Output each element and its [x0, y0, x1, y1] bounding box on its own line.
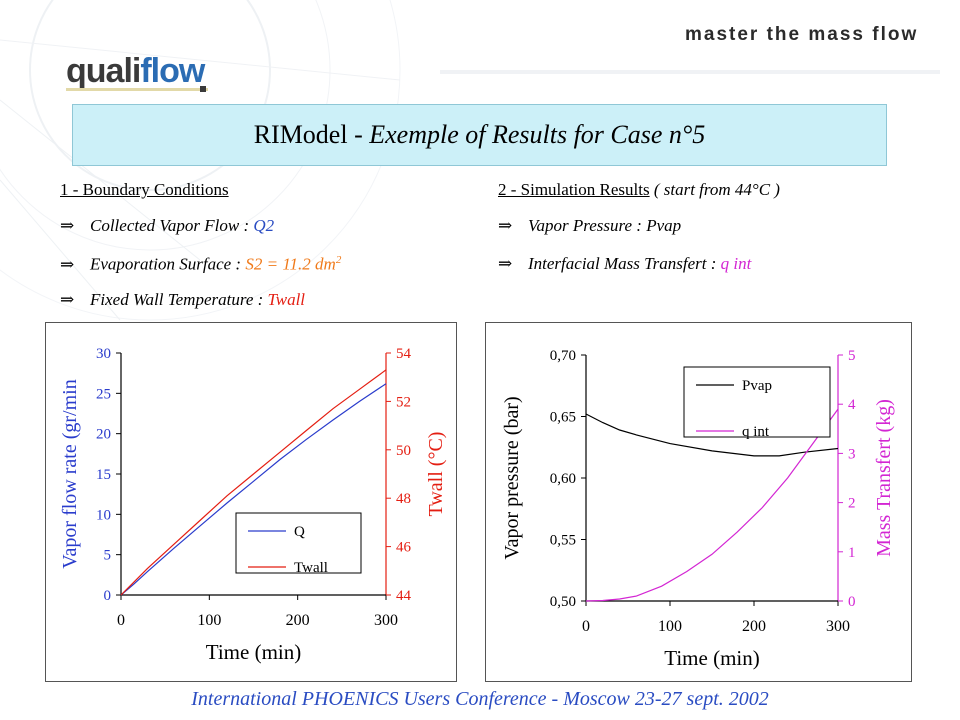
legend-box	[683, 366, 831, 438]
y-axis-label-right: Mass Transfert (kg)	[873, 399, 895, 557]
y-tick-label-right: 44	[396, 588, 412, 604]
x-axis-label: Time (min)	[664, 646, 759, 670]
y-tick-label-left: 0,55	[550, 533, 576, 549]
y-tick-label-left: 0,60	[550, 471, 576, 487]
tagline: master the mass flow	[685, 24, 919, 45]
y-tick-label-right: 5	[848, 348, 856, 364]
footer-text: International PHOENICS Users Conference …	[191, 688, 769, 710]
y-tick-label-right: 54	[396, 346, 412, 362]
y-tick-label-right: 48	[396, 491, 411, 507]
y-tick-label-left: 5	[104, 548, 112, 564]
arrow-icon: ⇒	[60, 290, 75, 309]
x-tick-label: 100	[197, 612, 221, 629]
y-axis-label-left: Vapor pressure (bar)	[501, 396, 523, 559]
y-axis-label-left: Vapor flow rate (gr/min	[59, 379, 81, 568]
series-line-twall	[120, 369, 387, 596]
boundary-item-3-value: Twall	[267, 290, 306, 309]
legend-label: Twall	[294, 560, 328, 576]
results-item-1-value: Pvap	[646, 216, 682, 235]
series-line-q	[120, 383, 387, 596]
legend-box	[235, 512, 362, 574]
logo-underline	[66, 88, 208, 91]
logo-dot	[200, 86, 206, 92]
boundary-item-1: ⇒ Collected Vapor Flow : Q2	[60, 216, 274, 236]
boundary-item-2-label: Evaporation Surface :	[90, 254, 246, 274]
title-normal: RIModel -	[253, 120, 370, 149]
series-line-pvap	[585, 413, 839, 457]
arrow-icon: ⇒	[60, 254, 75, 274]
qualiflow-logo: qualiflow	[66, 52, 205, 91]
y-tick-label-left: 25	[96, 386, 111, 402]
results-item-2-label: Interfacial Mass Transfert :	[528, 254, 721, 273]
y-tick-label-left: 20	[96, 427, 111, 443]
y-tick-label-left: 0	[104, 588, 112, 604]
boundary-item-2-sup: 2	[335, 254, 342, 266]
y-tick-label-right: 4	[848, 397, 856, 413]
results-item-2-value: q int	[720, 254, 752, 273]
x-tick-label: 200	[742, 618, 766, 635]
title-italic: Exemple of Results for Case n°5	[369, 120, 706, 149]
y-tick-label-left: 10	[96, 507, 111, 523]
y-axis-label-right: Twall (°C)	[425, 432, 447, 517]
legend-label: q int	[742, 424, 770, 440]
y-tick-label-right: 52	[396, 394, 411, 410]
boundary-conditions-heading: 1 - Boundary Conditions	[60, 180, 229, 200]
simulation-results-heading: 2 - Simulation Results ( start from 44°C…	[498, 180, 780, 200]
arrow-icon: ⇒	[60, 216, 75, 235]
y-tick-label-right: 1	[848, 545, 856, 561]
y-tick-label-right: 46	[396, 540, 412, 556]
arrow-icon: ⇒	[498, 216, 513, 235]
logo-text-part2: flow	[140, 52, 205, 90]
x-tick-label: 0	[582, 618, 590, 635]
y-tick-label-left: 0,50	[550, 594, 576, 610]
x-tick-label: 200	[286, 612, 310, 629]
chart-pressure-mass-svg: 0 100 200 300 0,50 0,55 0,60 0,65 0,70 0 1 2 3 4 5 Time…	[501, 348, 895, 670]
x-tick-label: 100	[658, 618, 682, 635]
boundary-heading-text: 1 - Boundary Conditions	[60, 180, 229, 199]
x-tick-label: 300	[374, 612, 398, 629]
y-tick-label-right: 50	[396, 443, 411, 459]
y-tick-label-right: 2	[848, 496, 856, 512]
boundary-item-1-label: Collected Vapor Flow :	[90, 216, 254, 235]
x-axis-label: Time (min)	[206, 640, 301, 664]
x-tick-label: 0	[117, 612, 125, 629]
boundary-item-3-label: Fixed Wall Temperature :	[90, 290, 268, 309]
chart-flow-temperature-svg: 0 100 200 300 0 5 10 15 20 25 30 44 46 48 50 52 54 Time (…	[59, 346, 447, 664]
legend-label: Pvap	[742, 378, 772, 394]
legend-label: Q	[294, 524, 305, 540]
y-tick-label-right: 0	[848, 594, 856, 610]
series-line-q-int	[585, 408, 839, 602]
x-tick-label: 300	[826, 618, 850, 635]
y-tick-label-left: 0,65	[550, 410, 576, 426]
slide-title: RIModel - Exemple of Results for Case n°…	[72, 104, 887, 166]
results-item-1: ⇒ Vapor Pressure : Pvap	[498, 216, 681, 236]
arrow-icon: ⇒	[498, 254, 513, 273]
chart-flow-temperature: 0 100 200 300 0 5 10 15 20 25 30 44 46 48 50 52 54 Time (…	[45, 322, 457, 682]
results-heading-text: 2 - Simulation Results	[498, 180, 650, 199]
results-heading-note: ( start from 44°C )	[649, 180, 780, 199]
boundary-item-2-value: S2 = 11.2 dm	[245, 254, 336, 274]
y-tick-label-right: 3	[848, 446, 856, 462]
y-tick-label-left: 30	[96, 346, 111, 362]
boundary-item-3: ⇒ Fixed Wall Temperature : Twall	[60, 290, 305, 310]
boundary-item-1-value: Q2	[253, 216, 275, 235]
boundary-item-2: ⇒ Evaporation Surface : S2 = 11.2 dm2	[60, 254, 341, 275]
chart-pressure-mass: 0 100 200 300 0,50 0,55 0,60 0,65 0,70 0 1 2 3 4 5 Time…	[485, 322, 912, 682]
results-item-2: ⇒ Interfacial Mass Transfert : q int	[498, 254, 751, 274]
y-tick-label-left: 15	[96, 467, 111, 483]
results-item-1-label: Vapor Pressure :	[528, 216, 647, 235]
y-tick-label-left: 0,70	[550, 348, 576, 364]
logo-text-part1: quali	[66, 52, 141, 90]
